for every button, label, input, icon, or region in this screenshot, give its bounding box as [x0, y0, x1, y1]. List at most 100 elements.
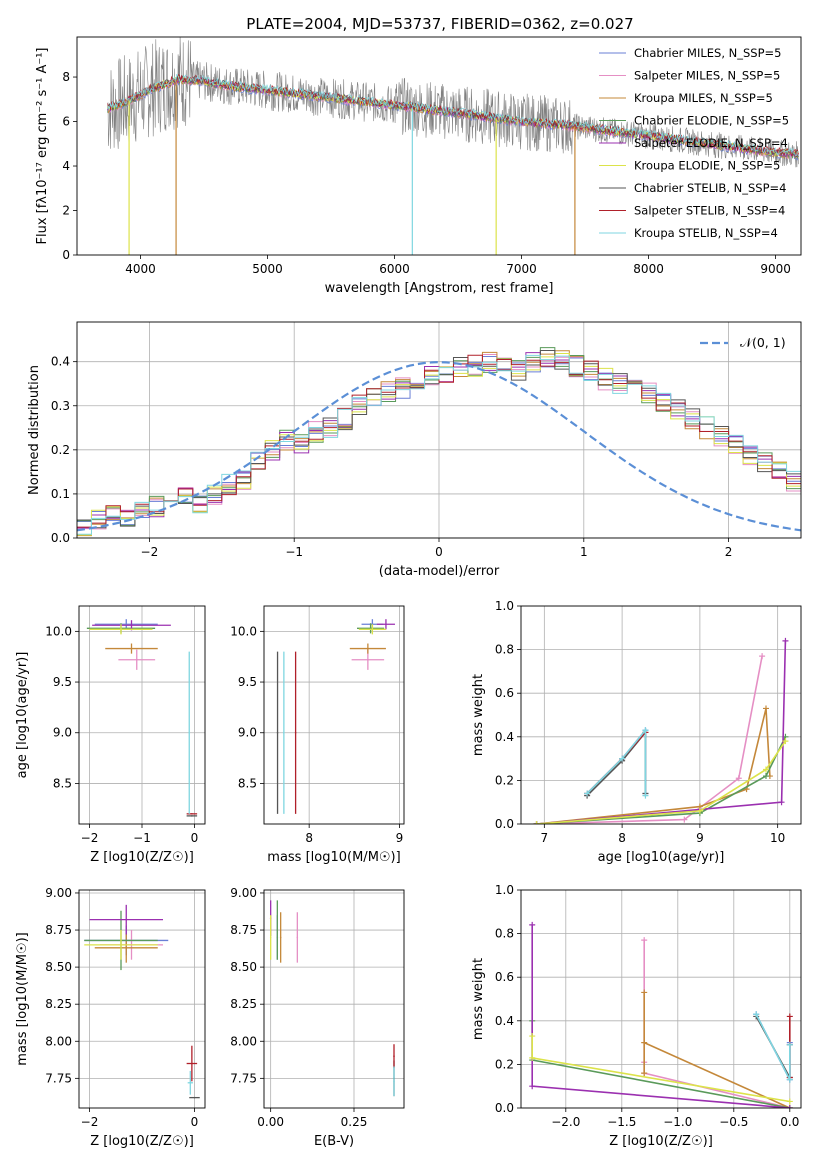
- y-axis-label: mass weight: [471, 958, 486, 1040]
- y-tick-label: 10.0: [230, 624, 257, 638]
- y-tick-label: 9.0: [238, 726, 257, 740]
- y-tick-label: 9.5: [238, 675, 257, 689]
- legend-entry-1: Salpeter MILES, N_SSP=5: [634, 69, 780, 83]
- data-point-8: [188, 731, 191, 734]
- weight-marker-4-1: [778, 799, 785, 806]
- x-tick-label: 7000: [506, 262, 537, 276]
- y-tick-label: 9.5: [53, 675, 72, 689]
- y-tick-label: 8.50: [45, 960, 72, 974]
- data-point-3: [276, 929, 279, 931]
- panel-age_vs_mass: 8 9 8.5 9.0 9.5 10.0 mass [log10(M/M☉)]: [230, 605, 405, 865]
- panel-age_vs_Z: −2 −1 0 8.5 9.0 9.5 10.0 Z [log10(Z/Z☉)] age [lo…: [15, 605, 206, 865]
- x-axis-label: Z [log10(Z/Z☉)]: [90, 850, 194, 865]
- x-tick-label: 8: [305, 831, 313, 845]
- weight-marker-7-0: [786, 1013, 793, 1020]
- data-point-5: [371, 628, 374, 631]
- legend-entry-5: Kroupa ELODIE, N_SSP=5: [634, 159, 780, 173]
- weight-marker-5-3: [782, 738, 789, 745]
- data-point-4: [125, 918, 128, 921]
- weight-marker-1-2: [735, 775, 742, 782]
- y-tick-label: 2: [62, 204, 70, 218]
- y-tick-label: 8.50: [230, 960, 257, 974]
- weight-marker-2-3: [763, 705, 769, 712]
- x-tick-label: −0.5: [719, 1115, 748, 1129]
- x-tick-label: 9000: [760, 262, 791, 276]
- y-axis-label: age [log10(age/yr)]: [15, 652, 30, 779]
- y-tick-label: 8.00: [45, 1034, 72, 1048]
- y-tick-label: 8.75: [230, 923, 257, 937]
- axes-frame: [78, 605, 206, 825]
- legend-entry-3: Chabrier ELODIE, N_SSP=5: [634, 114, 789, 128]
- panel-residuals: −2 −1 0 1 2 0.0 0.1 0.2 0.3 0.4 (data-model)/error…: [27, 321, 802, 579]
- y-tick-label: 4: [62, 159, 70, 173]
- x-tick-label: −1: [285, 545, 303, 559]
- y-tick-label: 6: [62, 115, 70, 129]
- y-tick-label: 9.00: [45, 886, 72, 900]
- x-tick-label: 7: [541, 831, 549, 845]
- x-tick-label: −1.0: [663, 1115, 692, 1129]
- y-tick-label: 9.0: [53, 726, 72, 740]
- x-tick-label: 10: [770, 831, 785, 845]
- y-axis-label: mass [log10(M/M☉)]: [15, 932, 30, 1065]
- x-axis-label: mass [log10(M/M☉)]: [267, 850, 400, 865]
- y-tick-label: 0.8: [495, 927, 514, 941]
- x-tick-label: −2.0: [551, 1115, 580, 1129]
- legend-entry-0: Chabrier MILES, N_SSP=5: [634, 46, 781, 60]
- panel-spectrum: 4000 5000 6000 7000 8000 9000 0 2 4 6 8 wavelength …: [35, 36, 802, 296]
- weight-marker-2-0: [641, 989, 648, 996]
- weight-line-8: [755, 1013, 791, 1081]
- axes-frame: [520, 605, 802, 825]
- axes-frame: [76, 321, 802, 539]
- data-point-1: [135, 658, 138, 661]
- weight-marker-3-2: [763, 773, 769, 780]
- y-tick-label: 0.2: [495, 1057, 514, 1071]
- weight-marker-8-2: [642, 727, 649, 734]
- data-point-6: [191, 815, 193, 817]
- residual-histogram-8: [77, 354, 801, 535]
- weight-marker-1-3: [759, 653, 766, 660]
- y-tick-label: 0.0: [495, 1101, 514, 1115]
- x-axis-label: (data-model)/error: [379, 564, 500, 579]
- legend-entry-2: Kroupa MILES, N_SSP=5: [634, 91, 773, 105]
- weight-line-1: [643, 940, 790, 1108]
- x-tick-label: 9: [396, 831, 404, 845]
- plot-area-mass_vs_Z: [79, 890, 205, 1108]
- weight-marker-8-1: [786, 1076, 793, 1083]
- y-tick-label: 8.25: [45, 997, 72, 1011]
- x-tick-label: −2: [141, 545, 159, 559]
- data-point-2: [279, 936, 282, 939]
- plot-area-weight_vs_Z: [521, 890, 801, 1108]
- legend-entry-normal: 𝒩(0, 1): [740, 335, 786, 350]
- panel-mass_vs_ebv: 0.00 0.25 7.75 8.00 8.25 8.50 8.75 9.00 E(B-V): [230, 886, 405, 1149]
- x-axis-label: Z [log10(Z/Z☉)]: [609, 1134, 713, 1149]
- y-tick-label: 7.75: [45, 1071, 72, 1085]
- weight-marker-2-2: [641, 1039, 648, 1046]
- figure-title: PLATE=2004, MJD=53737, FIBERID=0362, z=0…: [246, 15, 633, 33]
- y-tick-label: 0.8: [495, 643, 514, 657]
- axes-frame: [263, 889, 405, 1109]
- x-tick-label: −1: [133, 831, 151, 845]
- data-point-2: [125, 947, 128, 949]
- plot-area-mass_vs_ebv: [264, 890, 404, 1108]
- legend-entry-8: Kroupa STELIB, N_SSP=4: [634, 226, 778, 240]
- y-tick-label: 8.5: [53, 776, 72, 790]
- weight-marker-5-1: [529, 1054, 536, 1061]
- panel-weight_vs_age: 7 8 9 10 0.0 0.2 0.4 0.6 0.8 1.0 age [log10(age/yr…: [471, 599, 802, 865]
- plot-area-residuals: [77, 322, 801, 538]
- plot-area-age_vs_Z: [79, 606, 205, 824]
- x-axis-label: wavelength [Angstrom, rest frame]: [325, 281, 554, 296]
- data-point-4: [385, 623, 387, 626]
- data-point-7: [294, 731, 297, 734]
- weight-line-1: [536, 655, 763, 824]
- y-tick-label: 8.25: [230, 997, 257, 1011]
- weight-line-2: [643, 992, 791, 1108]
- weight-marker-4-2: [782, 637, 789, 644]
- data-point-8: [283, 731, 285, 734]
- weight-marker-2-1: [641, 1070, 648, 1077]
- y-tick-label: 0.6: [495, 970, 514, 984]
- y-tick-label: 9.00: [230, 886, 257, 900]
- model-spectrum-7: [107, 74, 799, 158]
- weight-line-5: [531, 1036, 790, 1103]
- legend: 𝒩(0, 1): [700, 335, 786, 350]
